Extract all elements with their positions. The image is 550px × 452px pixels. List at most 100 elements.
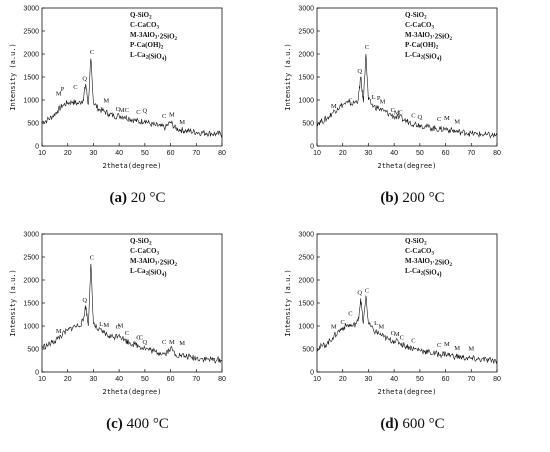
x-tick-label: 70	[192, 150, 200, 157]
peak-label-C: C	[348, 98, 352, 105]
peak-label-M: M	[394, 110, 400, 117]
peak-label-C: C	[341, 319, 345, 326]
y-tick-label: 2000	[23, 52, 39, 59]
y-tick-label: 3000	[298, 6, 314, 13]
peak-label-Q: Q	[82, 76, 87, 83]
x-tick-label: 80	[493, 376, 501, 383]
y-tick-label: 1500	[23, 75, 39, 82]
x-tick-label: 50	[416, 376, 424, 383]
peak-label-M: M	[331, 103, 337, 110]
peak-label-M: M	[394, 331, 400, 338]
y-tick-label: 2000	[298, 52, 314, 59]
peak-label-C: C	[162, 113, 166, 120]
peak-label-M: M	[169, 339, 175, 346]
y-tick-label: 1000	[298, 98, 314, 105]
peak-label-M: M	[179, 119, 185, 126]
caption-c: (c) 400 °C	[0, 416, 275, 433]
x-tick-label: 30	[365, 376, 373, 383]
y-tick-label: 500	[302, 347, 314, 354]
x-tick-label: 20	[64, 376, 72, 383]
chart-panel-d: 10 20 30 40 50 60 70 80 0 500 1000 1500 2000 2500 3000…	[275, 226, 550, 452]
y-tick-label: 2500	[298, 255, 314, 262]
chart-panel-c: 10 20 30 40 50 60 70 80 0 500 1000 1500 2000 2500 3000…	[0, 226, 275, 452]
x-tick-label: 80	[218, 150, 226, 157]
peak-label-C: C	[411, 337, 415, 344]
peak-label-C: C	[116, 106, 120, 113]
x-tick-label: 70	[467, 376, 475, 383]
caption-a: (a) 20 °C	[0, 190, 275, 207]
peak-label-M: M	[468, 346, 474, 353]
y-tick-label: 2500	[23, 29, 39, 36]
peak-label-C: C	[116, 324, 120, 331]
peak-label-C: C	[400, 335, 404, 342]
peak-label-C: C	[398, 110, 402, 117]
y-axis-label: Intensity (a.u.)	[9, 269, 17, 336]
y-tick-label: 1000	[23, 324, 39, 331]
peak-label-L: L	[372, 94, 376, 101]
caption-temp-c: 400 °C	[126, 416, 169, 432]
y-tick-label: 2500	[23, 255, 39, 262]
peak-label-C: C	[136, 335, 140, 342]
y-tick-label: 500	[27, 347, 39, 354]
chart-panel-a: 10 20 30 40 50 60 70 80 0 500 1000 1500 2000 2500 3000…	[0, 0, 275, 226]
caption-temp-b: 200 °C	[402, 190, 445, 206]
y-tick-label: 500	[302, 121, 314, 128]
legend-entry: P-Ca(OH)2	[405, 41, 439, 51]
caption-letter-c: (c)	[106, 416, 123, 432]
peak-label-Q: Q	[418, 114, 423, 121]
peak-label-M: M	[378, 324, 384, 331]
y-tick-label: 1500	[298, 301, 314, 308]
peak-label-C: C	[125, 330, 129, 337]
peak-label-L: L	[374, 320, 378, 327]
caption-letter-a: (a)	[109, 190, 127, 206]
legend-entry: C-CaCO3	[405, 21, 434, 31]
x-tick-label: 40	[115, 376, 123, 383]
x-tick-label: 70	[192, 376, 200, 383]
x-tick-label: 10	[38, 150, 46, 157]
y-tick-label: 2500	[298, 29, 314, 36]
peak-label-C: C	[437, 342, 441, 349]
legend-entry: C-CaCO3	[130, 21, 159, 31]
x-tick-label: 60	[442, 150, 450, 157]
peak-label-C: C	[437, 116, 441, 123]
legend-entry: C-CaCO3	[130, 247, 159, 257]
y-tick-label: 0	[310, 370, 314, 377]
peak-label-C: C	[139, 335, 143, 342]
y-tick-label: 1500	[23, 301, 39, 308]
peak-label-C: C	[348, 311, 352, 318]
xrd-pattern-line	[316, 53, 498, 139]
legend-entry: Q-SiO2	[405, 237, 427, 247]
x-tick-label: 50	[141, 376, 149, 383]
x-tick-label: 30	[90, 376, 98, 383]
peak-label-M: M	[118, 323, 124, 330]
legend-entry: C-CaCO3	[405, 247, 434, 257]
x-tick-label: 50	[416, 150, 424, 157]
y-tick-label: 0	[310, 144, 314, 151]
peak-label-C: C	[391, 107, 395, 114]
legend-entry: L-Ca2(SiO4)	[130, 51, 167, 62]
y-axis-label: Intensity (a.u.)	[284, 269, 292, 336]
peak-label-Q: Q	[143, 339, 148, 346]
peak-label-P: P	[61, 86, 65, 93]
x-axis-label: 2theta(degree)	[102, 162, 161, 170]
x-tick-label: 20	[339, 376, 347, 383]
xrd-chart-a: 10 20 30 40 50 60 70 80 0 500 1000 1500 2000 2500 3000…	[9, 6, 226, 171]
peak-label-C: C	[162, 339, 166, 346]
chart-panel-b: 10 20 30 40 50 60 70 80 0 500 1000 1500 2000 2500 3000…	[275, 0, 550, 226]
y-tick-label: 1500	[298, 75, 314, 82]
xrd-pattern-line	[41, 263, 223, 364]
peak-label-C: C	[411, 112, 415, 119]
xrd-pattern-line	[41, 58, 223, 138]
y-tick-label: 0	[35, 144, 39, 151]
legend-entry: Q-SiO2	[130, 237, 152, 247]
xrd-chart-c: 10 20 30 40 50 60 70 80 0 500 1000 1500 2000 2500 3000…	[9, 232, 226, 397]
peak-label-L: L	[99, 321, 103, 328]
caption-temp-d: 600 °C	[402, 416, 445, 432]
peak-label-M: M	[103, 322, 109, 329]
xrd-chart-d: 10 20 30 40 50 60 70 80 0 500 1000 1500 2000 2500 3000…	[284, 232, 501, 397]
y-tick-label: 3000	[23, 232, 39, 239]
x-tick-label: 40	[390, 376, 398, 383]
peak-label-Q: Q	[357, 68, 362, 75]
legend-entry: Q-SiO2	[405, 11, 427, 21]
x-axis-label: 2theta(degree)	[102, 388, 161, 396]
